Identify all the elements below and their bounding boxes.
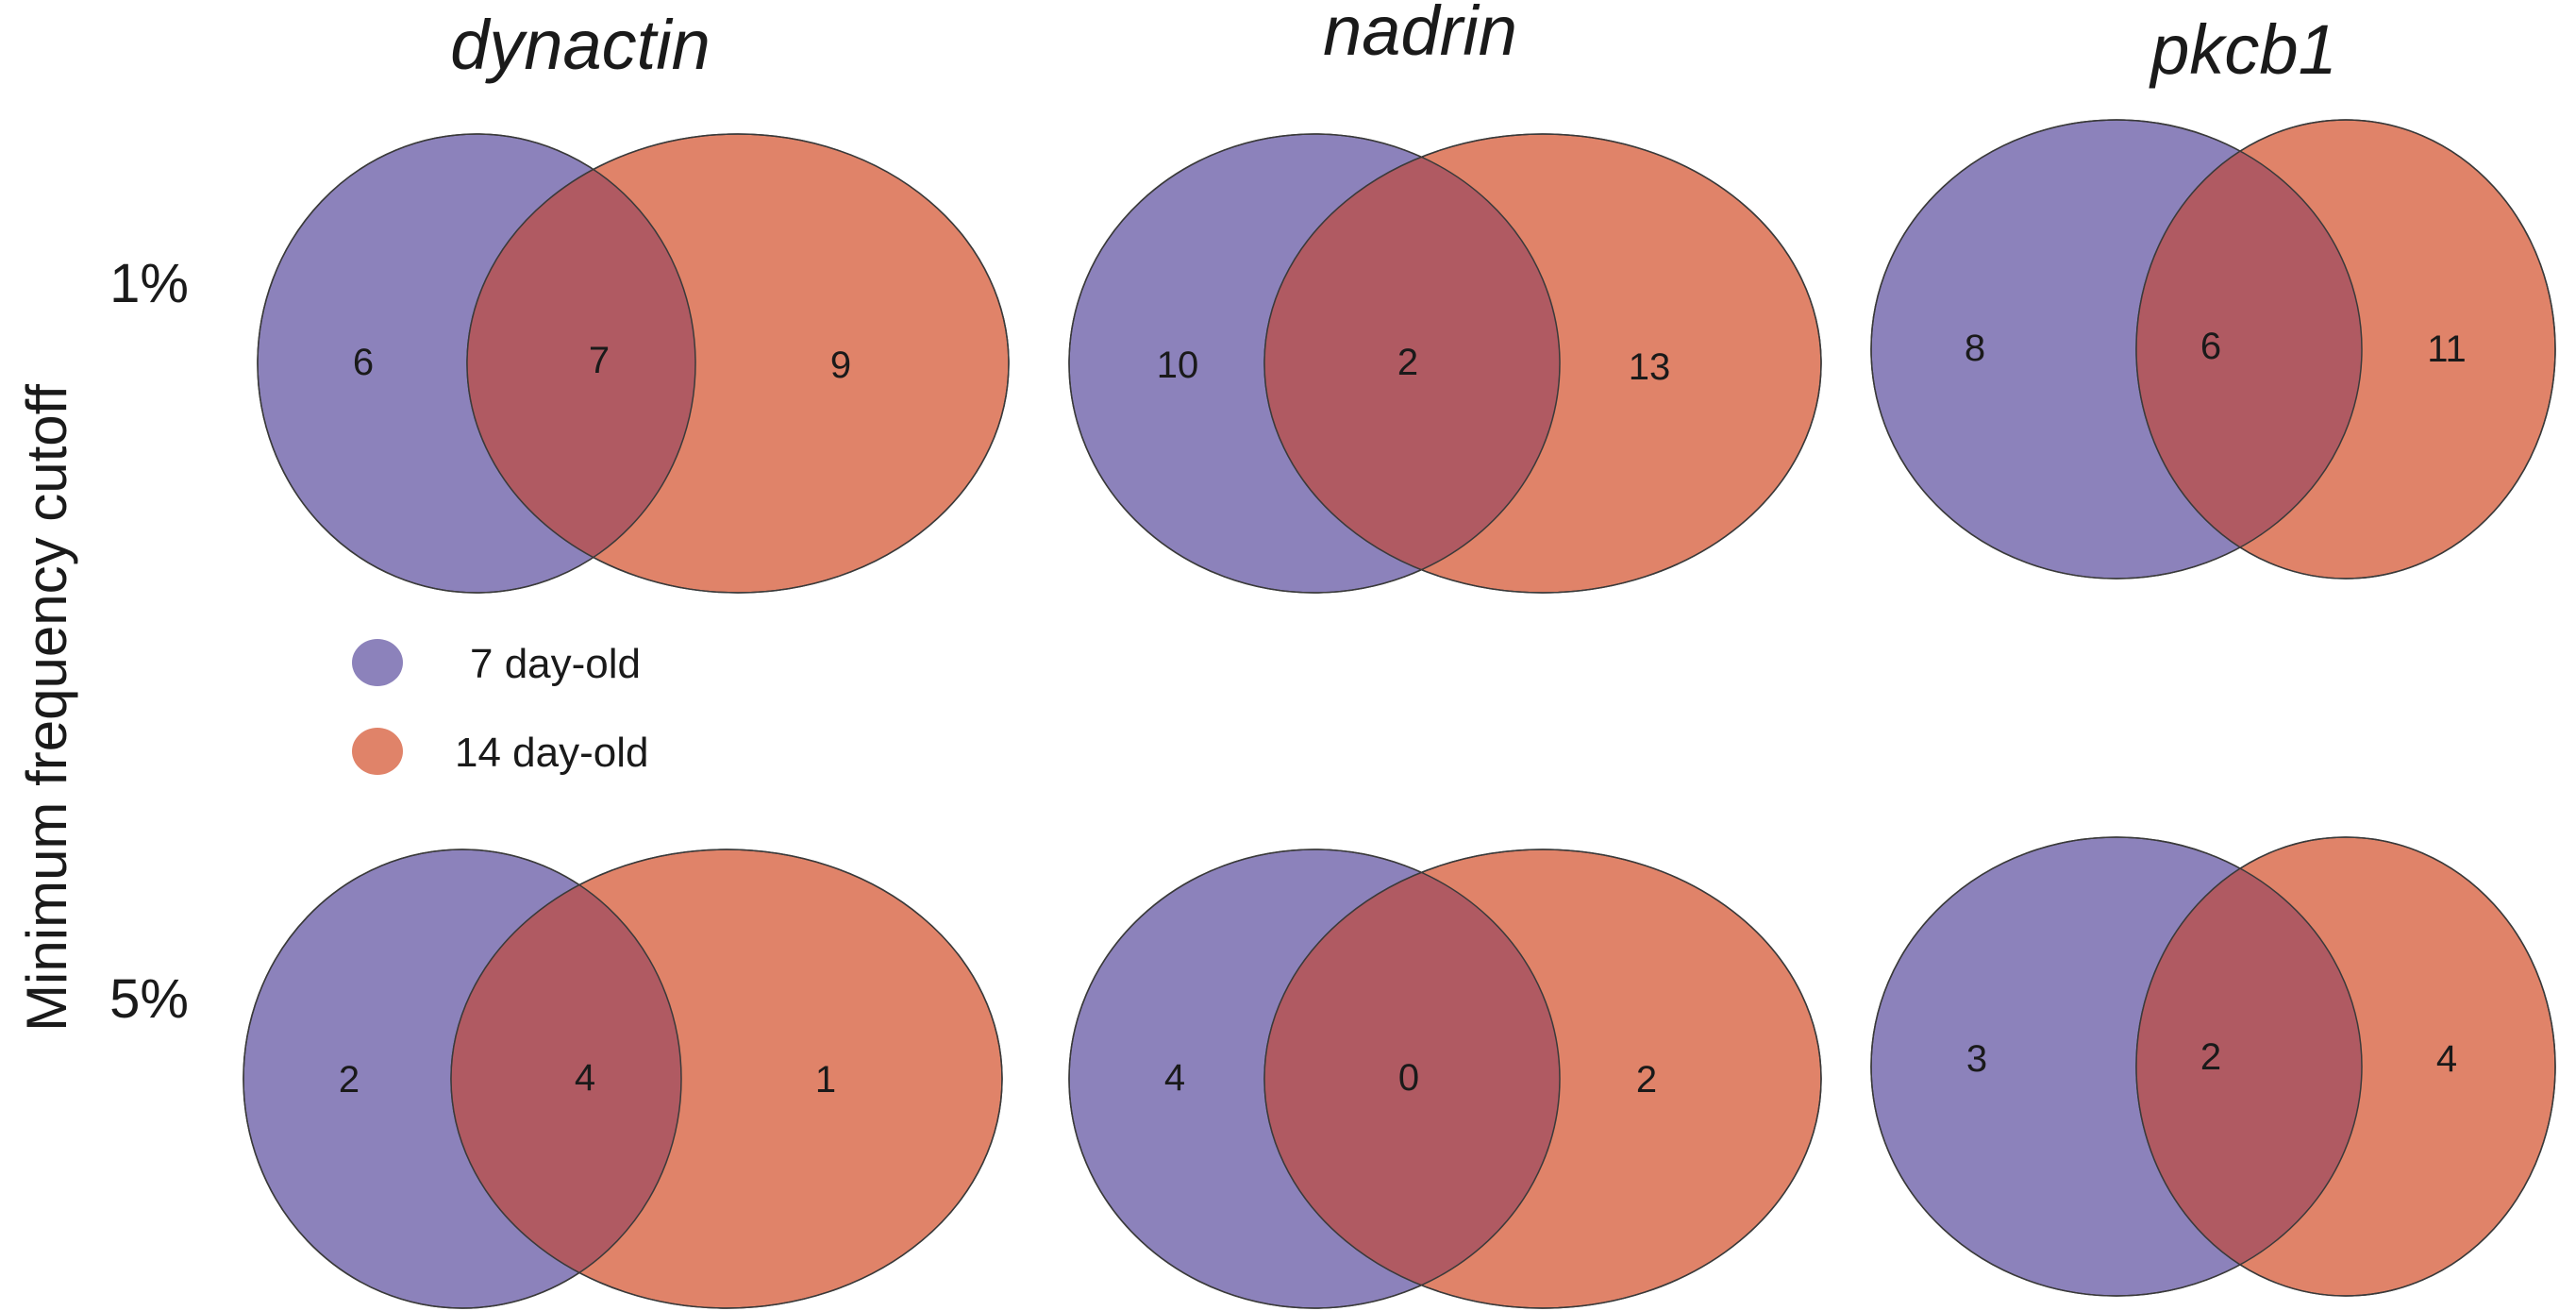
overlap-region [451, 849, 681, 1308]
count-7-day-old-only: 2 [339, 1059, 360, 1101]
venn-pkcb1-5pct: 3 2 4 [1870, 836, 2556, 1297]
overlap-region [2136, 837, 2362, 1296]
overlap-region [467, 134, 695, 593]
count-both: 6 [2200, 326, 2221, 367]
venn-dynactin-1pct: 6 7 9 [257, 133, 1010, 594]
overlap-region [2136, 120, 2362, 579]
count-7-day-old-only: 3 [1966, 1038, 1987, 1080]
count-7-day-old-only: 8 [1965, 328, 1985, 369]
count-both: 2 [1397, 342, 1418, 383]
axis-title: Minimum frequency cutoff [15, 384, 78, 1032]
set-outline [257, 133, 696, 594]
set-outline [1263, 849, 1822, 1309]
set-outline [1870, 836, 2363, 1297]
count-14-day-old-only: 2 [1636, 1059, 1657, 1101]
set-outline [2135, 836, 2556, 1297]
set-outline [1068, 133, 1561, 594]
set-outline [1068, 849, 1561, 1309]
count-both: 7 [589, 340, 610, 381]
row-label-1pct: 1% [109, 253, 189, 314]
venn-nadrin-1pct: 10 2 13 [1068, 133, 1822, 594]
legend: 7 day-old 14 day-old [352, 639, 648, 776]
row-label-5pct: 5% [109, 968, 189, 1030]
set-outline [466, 133, 1010, 594]
set-outline [1870, 119, 2363, 580]
count-both: 4 [575, 1057, 595, 1099]
count-7-day-old-only: 10 [1157, 345, 1199, 386]
set-outline [450, 849, 1003, 1309]
count-both: 0 [1398, 1057, 1419, 1099]
set-outline [2135, 119, 2556, 580]
overlap-region [1264, 849, 1560, 1308]
column-title-nadrin: nadrin [1323, 0, 1517, 70]
count-7-day-old-only: 6 [353, 342, 374, 383]
legend-swatch-7-day-old [352, 639, 403, 686]
legend-item-14-day-old: 14 day-old [352, 728, 648, 776]
venn-dynactin-5pct: 2 4 1 [243, 849, 1003, 1309]
venn-pkcb1-1pct: 8 6 11 [1870, 119, 2556, 580]
set-outline [243, 849, 682, 1309]
legend-label-7-day-old: 7 day-old [470, 641, 641, 687]
venn-nadrin-5pct: 4 0 2 [1068, 849, 1822, 1309]
column-title-pkcb1: pkcb1 [2149, 10, 2336, 89]
set-outline [1263, 133, 1822, 594]
legend-label-14-day-old: 14 day-old [455, 730, 648, 776]
count-both: 2 [2200, 1036, 2221, 1078]
count-14-day-old-only: 13 [1629, 346, 1671, 388]
legend-swatch-14-day-old [352, 728, 403, 775]
count-14-day-old-only: 1 [815, 1059, 836, 1101]
overlap-region [1264, 134, 1560, 593]
count-14-day-old-only: 9 [830, 345, 851, 386]
count-14-day-old-only: 11 [2427, 328, 2467, 370]
legend-item-7-day-old: 7 day-old [352, 639, 641, 687]
count-14-day-old-only: 4 [2436, 1038, 2457, 1080]
count-7-day-old-only: 4 [1164, 1057, 1185, 1099]
column-title-dynactin: dynactin [450, 6, 711, 84]
